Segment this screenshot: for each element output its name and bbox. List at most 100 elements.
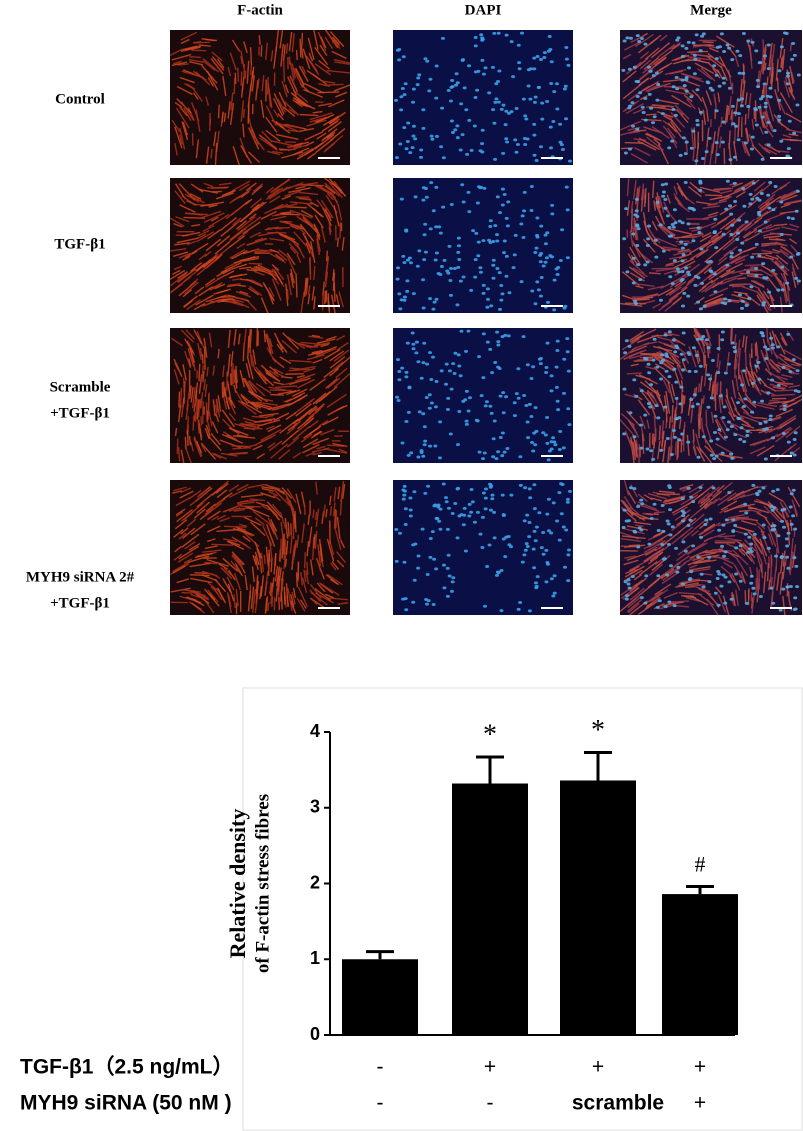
nucleus [546,49,551,53]
fibre [227,101,231,119]
fibre [202,60,216,72]
fibre [652,180,655,199]
fibre [634,147,651,157]
nucleus [655,365,660,369]
fibre [249,285,263,297]
fibre [326,192,334,201]
nucleus [670,222,675,226]
fibre [691,233,705,239]
fibre [215,413,220,423]
fibre [249,47,253,66]
nucleus [773,185,778,189]
fibre [176,578,190,584]
nucleus [712,230,717,234]
nucleus [727,46,732,50]
nucleus [533,251,538,255]
fibre [322,115,340,126]
fibre [255,366,267,382]
fibre [631,511,650,520]
fibre [691,228,702,232]
fibre [656,64,669,73]
fibre [733,407,741,416]
error-bar [686,885,714,895]
fibre [232,527,251,535]
fibre [206,558,229,567]
fibre [303,552,307,569]
fibre [676,555,690,566]
fibre [225,206,243,220]
nucleus [525,544,530,548]
fibre [320,199,334,219]
nucleus [677,219,682,223]
fibre [630,208,634,233]
nucleus [537,511,542,515]
fibre [741,140,747,154]
fibre [261,130,273,143]
fibre [626,525,648,531]
fibre [776,77,780,92]
fibre [270,50,274,62]
nucleus [533,539,538,543]
nucleus [717,528,722,532]
nucleus [494,82,499,86]
fibre [303,417,315,427]
fibre [296,374,305,379]
nucleus [788,505,793,509]
fibre [242,377,253,396]
fibre [754,416,768,420]
nucleus [678,153,683,157]
fibre [222,557,239,572]
fibre [719,136,722,149]
fibre [231,554,244,569]
nucleus [440,106,445,110]
nucleus [701,585,706,589]
fibre [323,348,341,360]
fibre [645,513,660,516]
fibre [214,283,226,290]
nucleus [481,457,486,461]
nucleus [423,57,428,61]
nucleus [727,86,732,90]
fibre [672,296,683,305]
fibre [680,526,694,538]
fibre [712,229,732,246]
nucleus [634,209,639,213]
nucleus [502,450,507,454]
fibre [673,257,695,269]
nucleus [698,535,703,539]
nucleus [757,210,762,214]
nucleus [446,506,451,510]
fibre [211,515,219,521]
fibre [281,98,300,116]
fibre [250,586,255,609]
nucleus [793,431,798,435]
fibre [762,338,770,361]
nucleus [463,549,468,553]
fibre [630,153,648,164]
fibre [295,100,316,110]
nucleus [766,67,771,71]
fibre [240,395,249,404]
fibre [760,49,765,72]
nucleus [665,436,670,440]
nucleus [557,448,562,452]
fibre [649,563,663,576]
fibre [313,430,322,437]
nucleus [642,356,647,360]
nucleus [636,504,641,508]
fibre [181,70,200,77]
fibre [653,436,656,449]
nucleus [695,337,700,341]
nucleus [707,580,712,584]
fibre [780,203,791,209]
fibre [647,57,667,72]
nucleus [421,306,426,310]
nucleus [399,298,404,302]
nucleus [541,264,546,268]
fibre [337,486,341,500]
significance-mark: * [483,719,497,750]
fibre [267,150,281,156]
row-label: Scramble [50,379,111,395]
nucleus [739,104,744,108]
nucleus [419,148,424,152]
